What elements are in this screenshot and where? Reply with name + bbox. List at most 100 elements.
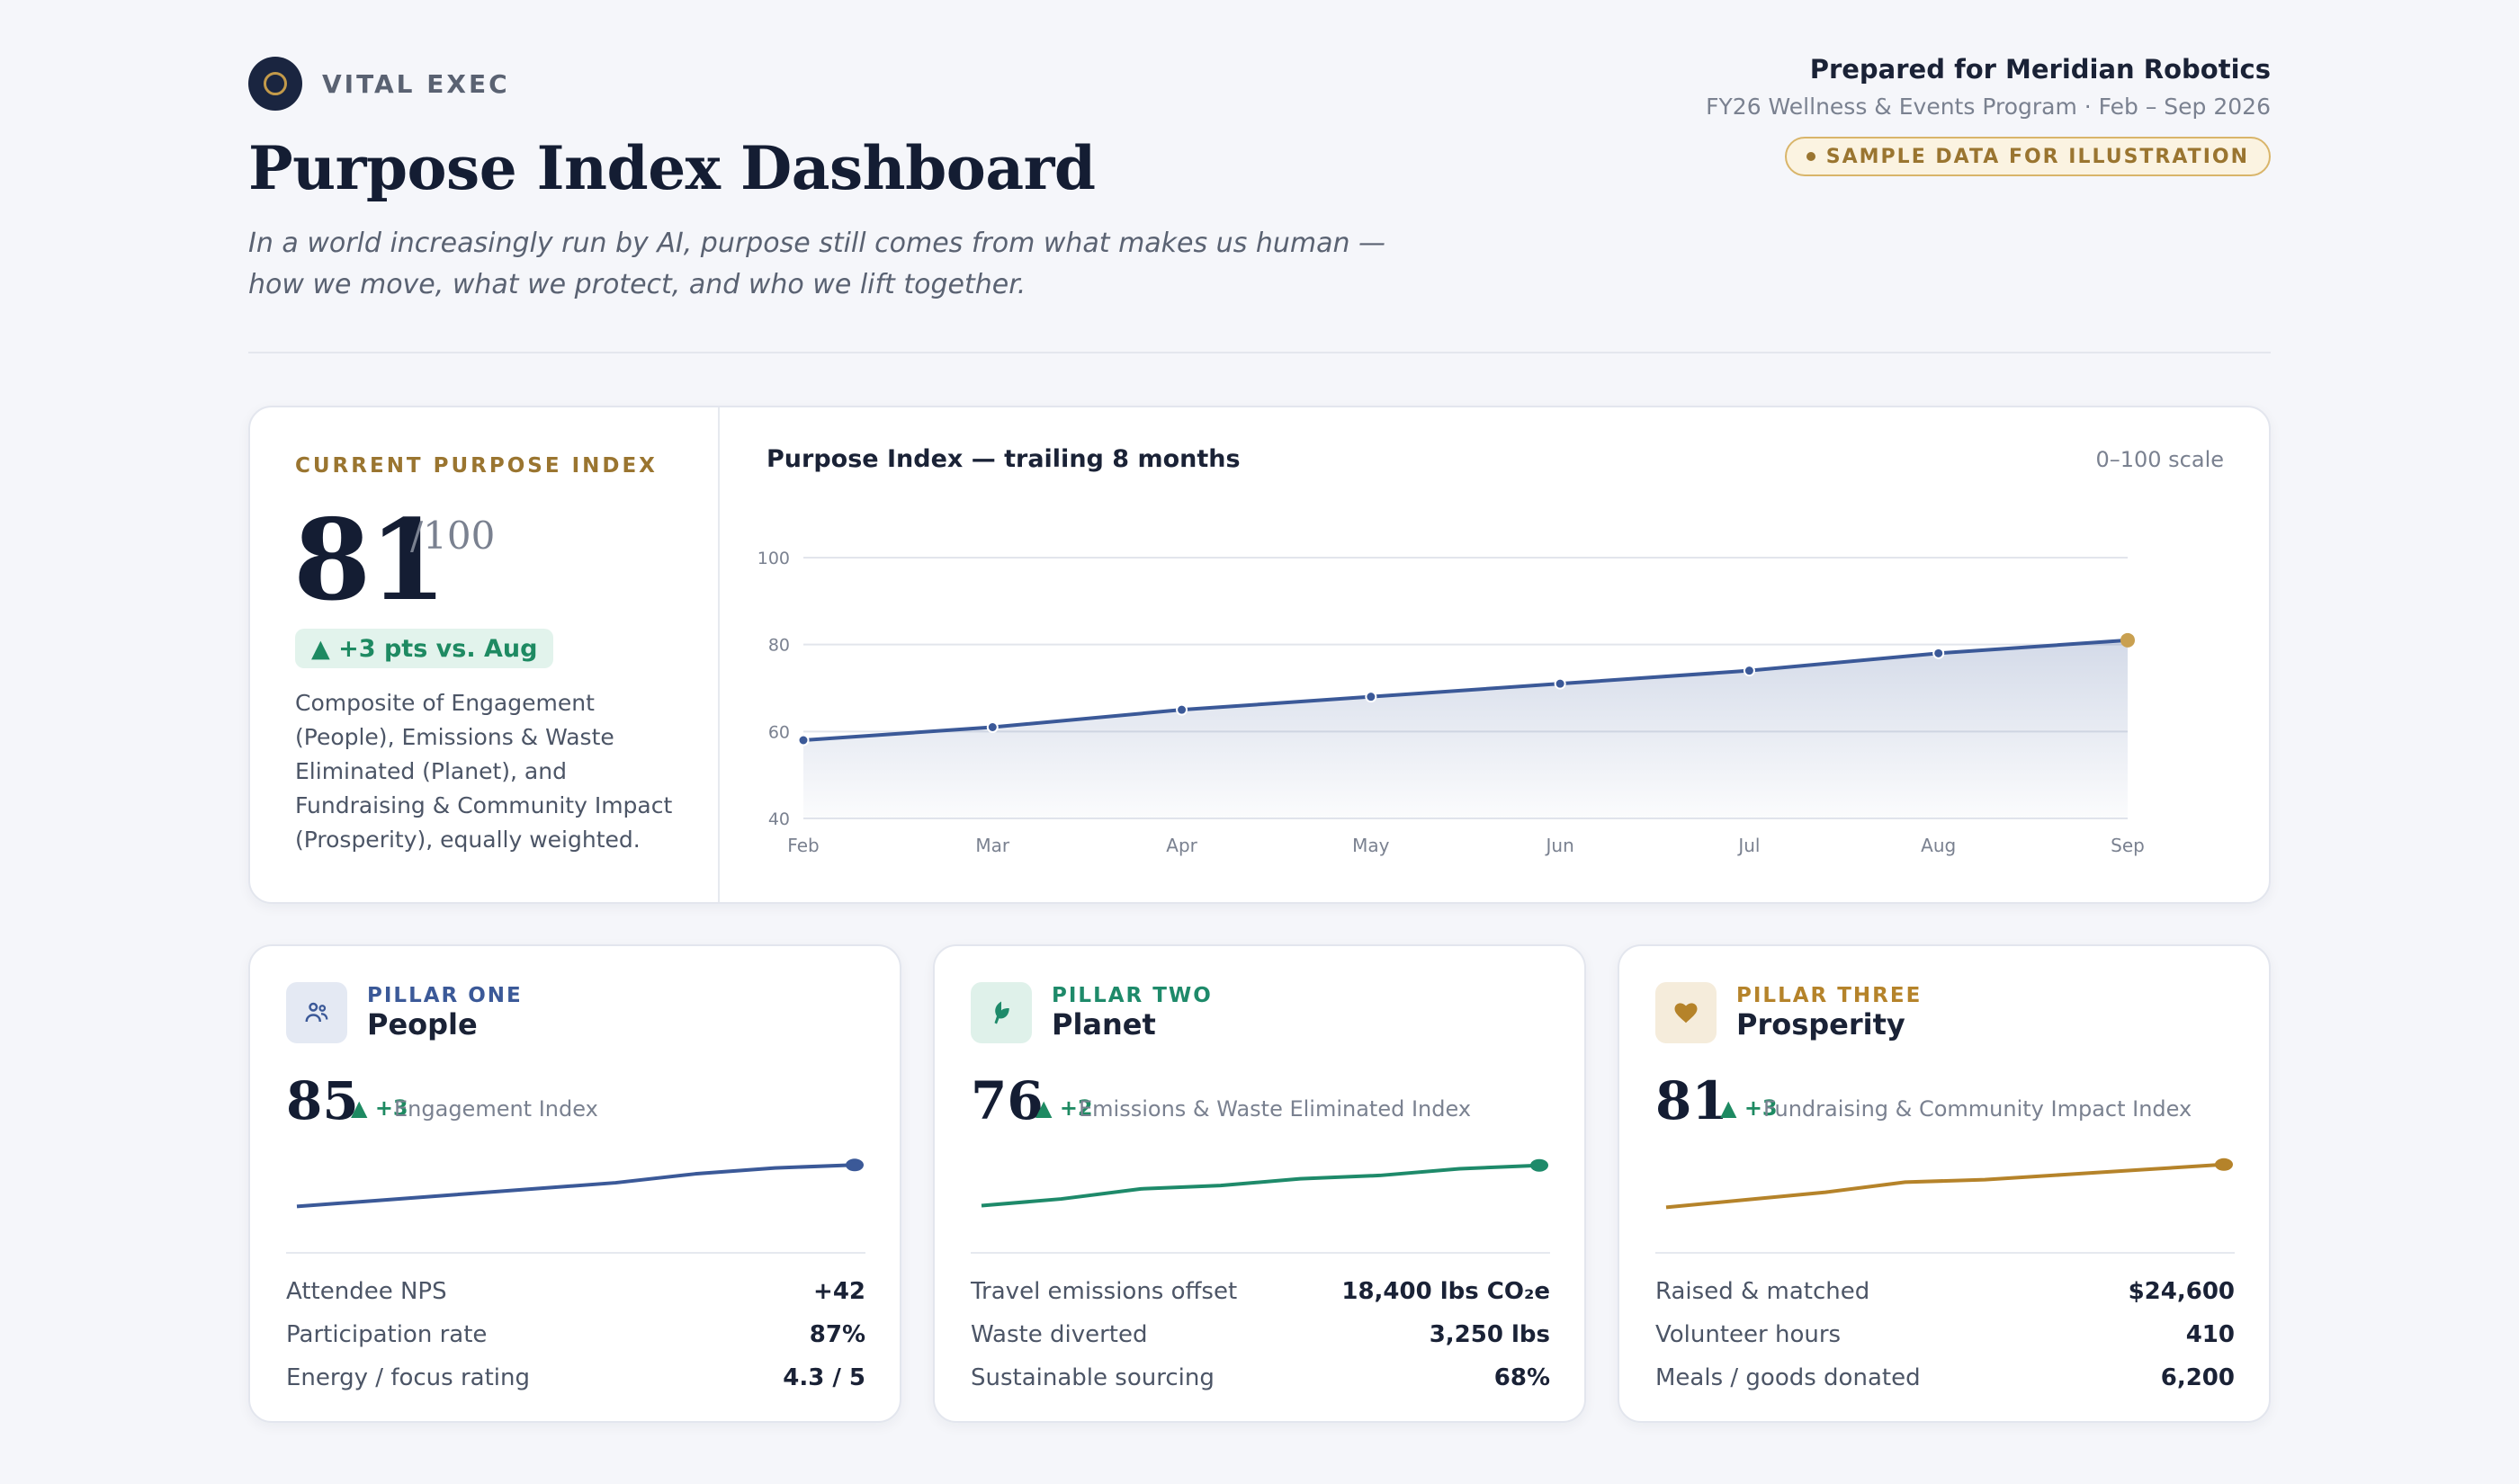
stat-value: 18,400 lbs CO₂e [1341,1278,1550,1305]
stat-label: Energy / focus rating [286,1364,530,1391]
stat-row: Meals / goods donated 6,200 [1655,1364,2235,1391]
pillar-delta: ▲ +3 [351,1095,408,1121]
stat-value: +42 [813,1278,865,1305]
pillar-delta: ▲ +2 [1035,1095,1093,1121]
data-point[interactable] [2120,632,2135,648]
leaf-icon [971,982,1032,1043]
stat-label: Sustainable sourcing [971,1364,1215,1391]
chart-scale-note: 0–100 scale [2095,447,2224,472]
data-point[interactable] [986,721,999,733]
dashboard-page: VITAL EXEC Purpose Index Dashboard In a … [248,0,2271,1484]
stat-row: Energy / focus rating 4.3 / 5 [286,1364,865,1391]
stat-row: Waste diverted 3,250 lbs [971,1321,1550,1348]
series-line [802,638,2129,742]
pillar-sparkline [296,1158,864,1209]
sparkline-path [296,1163,856,1209]
series-area [803,639,2128,818]
brand: VITAL EXEC [248,57,510,111]
stat-row: Raised & matched $24,600 [1655,1278,2235,1305]
stat-value: 410 [2185,1321,2235,1348]
stat-label: Meals / goods donated [1655,1364,1921,1391]
pillar-metric-label: Engagement Index [394,1096,598,1122]
stat-label: Travel emissions offset [971,1278,1238,1305]
heart-icon [1655,982,1717,1043]
pillar-kicker: PILLAR TWO [1052,984,1213,1007]
brand-logo-icon [248,57,302,111]
current-index-value: 81 [293,496,447,626]
purpose-index-chart: 100 80 60 40 Feb Mar Apr May Jun Jul Aug Sep [757,549,2145,856]
current-index-label: CURRENT PURPOSE INDEX [295,454,658,478]
dot-icon [1806,152,1815,161]
stat-label: Waste diverted [971,1321,1148,1348]
data-point[interactable] [1554,677,1566,690]
x-tick-label: Jul [1736,835,1760,856]
pillar-divider [286,1252,865,1254]
x-tick-label: May [1352,835,1390,856]
stat-row: Sustainable sourcing 68% [971,1364,1550,1391]
current-index-scale: /100 [410,514,496,558]
pillar-divider [971,1252,1550,1254]
program-info: FY26 Wellness & Events Program · Feb – S… [1706,94,2271,120]
y-tick-label: 80 [768,636,790,656]
prepared-for: Prepared for Meridian Robotics [1809,54,2271,85]
y-tick-label: 60 [768,722,790,742]
stat-label: Volunteer hours [1655,1321,1842,1348]
pillar-score: 85 [286,1070,359,1131]
data-point[interactable] [1932,647,1945,659]
sparkline-path [981,1163,1540,1208]
page-subtitle: In a world increasingly run by AI, purpo… [248,228,1386,300]
pillar-name: Prosperity [1736,1007,1905,1041]
sample-data-badge: SAMPLE DATA FOR ILLUSTRATION [1784,137,2271,176]
stat-value: 3,250 lbs [1429,1321,1550,1348]
current-index-panel: CURRENT PURPOSE INDEX 81 /100 ▲ +3 pts v… [250,407,720,902]
pillar-metric-label: Fundraising & Community Impact Index [1763,1096,2192,1122]
pillar-card-prosperity: PILLAR THREE Prosperity 81 ▲ +3 Fundrais… [1618,944,2271,1423]
people-icon [286,982,347,1043]
stat-value: $24,600 [2128,1278,2235,1305]
data-point[interactable] [1743,665,1755,677]
x-tick-label: Feb [787,835,819,856]
stat-value: 68% [1493,1364,1550,1391]
data-point[interactable] [1365,691,1377,703]
pillar-score: 76 [971,1070,1044,1131]
stat-value: 6,200 [2160,1364,2235,1391]
sparkline-path [1665,1162,2225,1210]
stat-label: Participation rate [286,1321,488,1348]
data-point[interactable] [797,734,810,746]
x-tick-label: Sep [2111,835,2145,856]
sparkline-endpoint [1530,1158,1548,1172]
x-tick-label: Apr [1166,835,1197,856]
pillar-name: Planet [1052,1007,1156,1041]
x-tick-label: Mar [975,835,1010,856]
pillar-kicker: PILLAR ONE [367,984,523,1007]
y-tick-label: 40 [768,809,790,829]
stat-row: Participation rate 87% [286,1321,865,1348]
pillar-delta: ▲ +3 [1720,1095,1778,1121]
pillar-card-people: PILLAR ONE People 85 ▲ +3 Engagement Ind… [248,944,901,1423]
index-description: Composite of Engagement (People), Emissi… [295,690,673,853]
stat-label: Raised & matched [1655,1278,1870,1305]
sample-data-label: SAMPLE DATA FOR ILLUSTRATION [1825,145,2249,168]
sparkline-endpoint [846,1158,864,1172]
pillar-sparkline [1665,1158,2233,1210]
pillar-name: People [367,1007,478,1041]
brand-name: VITAL EXEC [322,68,510,99]
stat-row: Attendee NPS +42 [286,1278,865,1305]
page-title: Purpose Index Dashboard [248,133,1096,203]
header-divider [248,352,2271,353]
pillar-divider [1655,1252,2235,1254]
y-tick-label: 100 [757,549,790,568]
sparkline-endpoint [2215,1158,2233,1171]
purpose-index-card: CURRENT PURPOSE INDEX 81 /100 ▲ +3 pts v… [248,406,2271,904]
x-tick-label: Aug [1921,835,1956,856]
prepared-for-block: Prepared for Meridian Robotics FY26 Well… [1706,54,2271,120]
stat-value: 4.3 / 5 [783,1364,865,1391]
data-point[interactable] [1176,703,1188,716]
chart-title: Purpose Index — trailing 8 months [766,445,1241,473]
pillar-card-planet: PILLAR TWO Planet 76 ▲ +2 Emissions & Wa… [933,944,1586,1423]
pillar-kicker: PILLAR THREE [1736,984,1923,1007]
pillar-score: 81 [1655,1070,1728,1131]
pillar-sparkline [981,1158,1548,1208]
stat-row: Volunteer hours 410 [1655,1321,2235,1348]
stat-label: Attendee NPS [286,1278,447,1305]
